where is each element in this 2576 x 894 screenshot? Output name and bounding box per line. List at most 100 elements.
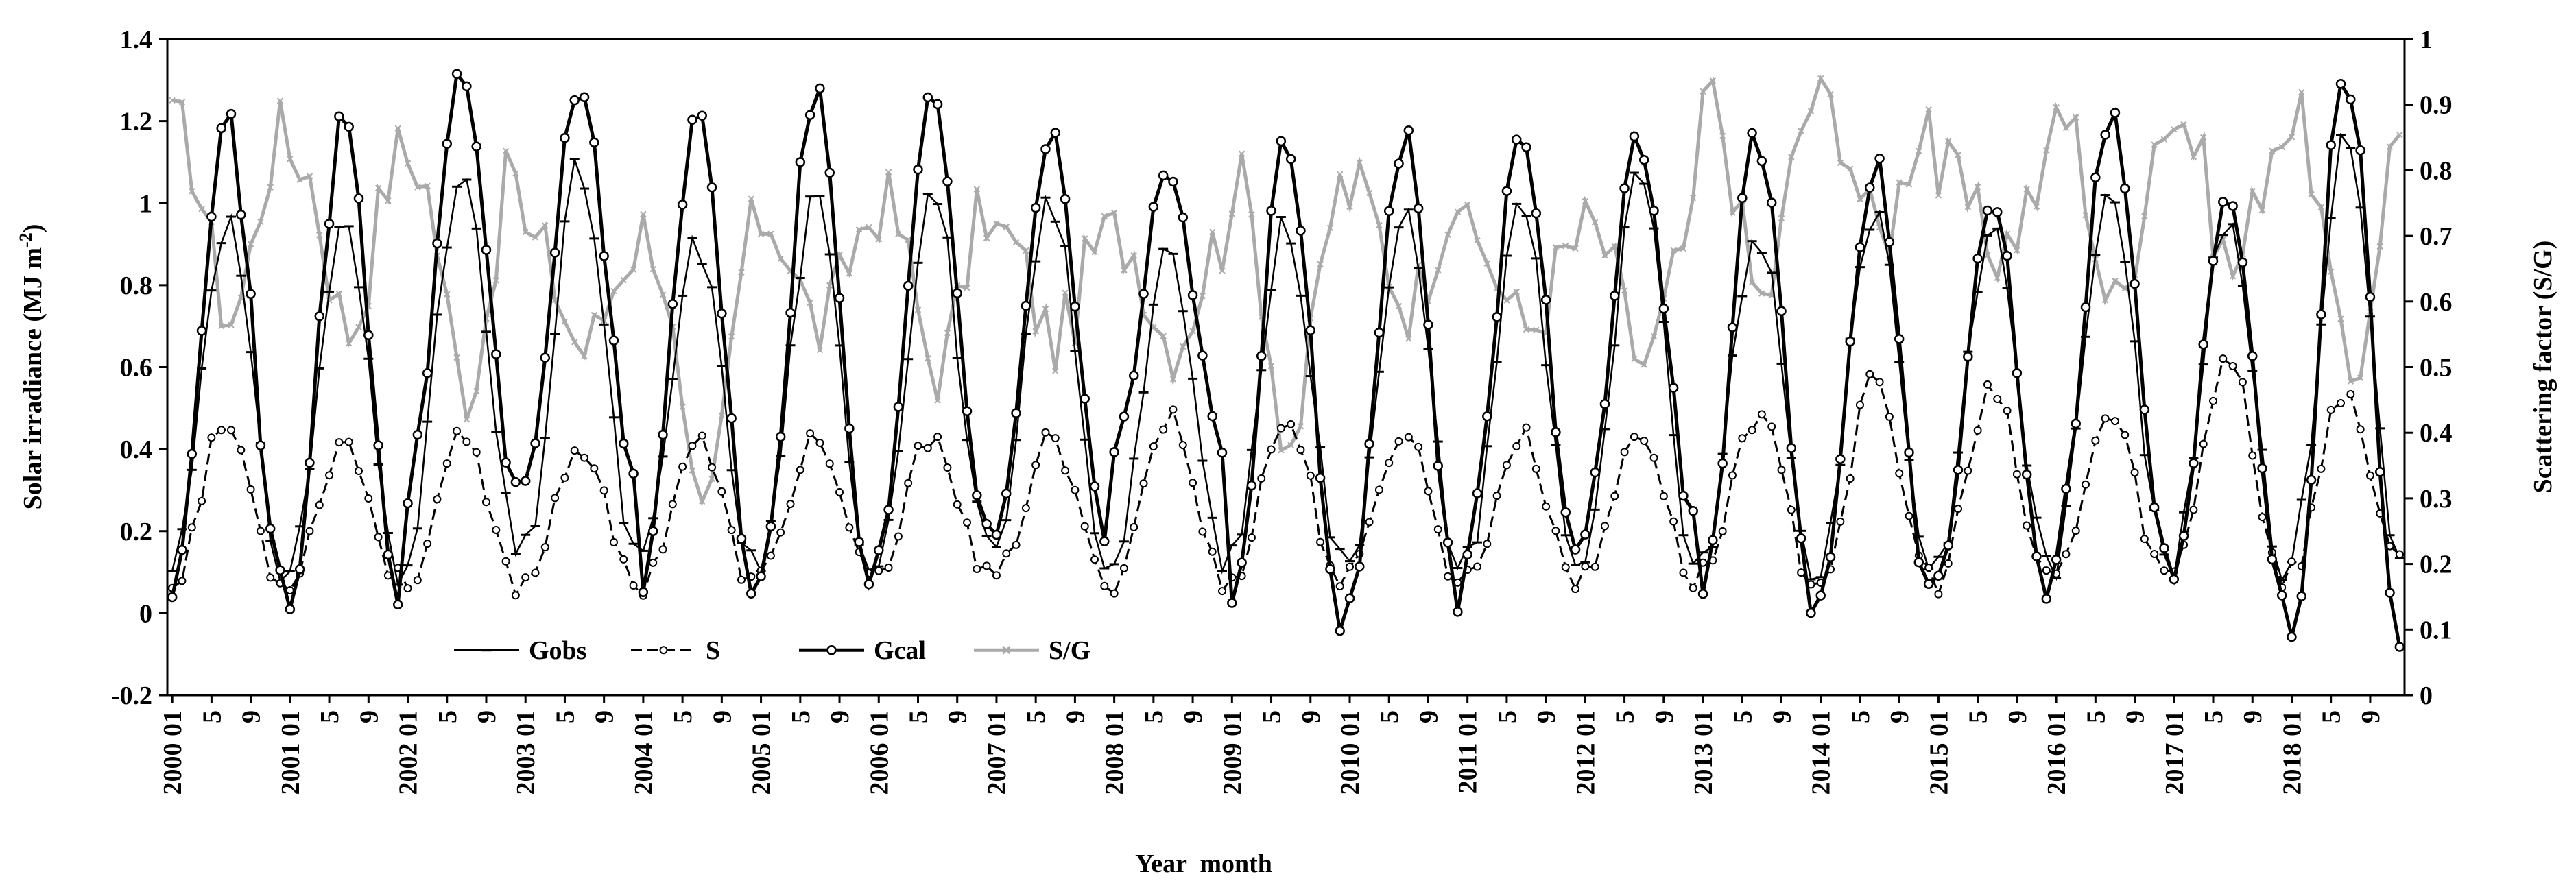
s-point bbox=[1169, 405, 1178, 414]
gcal-point bbox=[647, 526, 658, 536]
sg-point bbox=[1523, 326, 1530, 333]
gcal-point bbox=[579, 92, 590, 103]
legend-label: S/G bbox=[1049, 636, 1090, 665]
gcal-point bbox=[206, 211, 217, 222]
s-point bbox=[256, 527, 265, 535]
sg-point bbox=[1405, 335, 1412, 342]
gcal-point bbox=[530, 438, 540, 448]
sg-point bbox=[748, 195, 754, 202]
sg-point bbox=[944, 329, 951, 337]
gcal-point bbox=[1963, 352, 1973, 362]
gcal-point bbox=[1923, 579, 1934, 589]
sg-point bbox=[2023, 186, 2030, 193]
x-tick-label: 9 bbox=[944, 710, 973, 723]
gcal-point bbox=[2296, 591, 2307, 601]
gcal-point bbox=[1766, 197, 1777, 208]
sg-point bbox=[1110, 209, 1118, 217]
s-point bbox=[2346, 389, 2355, 398]
sg-point bbox=[1287, 442, 1294, 448]
s-point bbox=[717, 487, 726, 496]
s-point bbox=[678, 462, 687, 471]
gcal-point bbox=[1080, 394, 1090, 404]
s-point bbox=[914, 442, 922, 450]
gcal-point bbox=[549, 247, 560, 258]
gcal-point bbox=[1335, 625, 1345, 636]
gcal-point bbox=[608, 335, 619, 346]
gcal-point bbox=[854, 537, 864, 547]
s-point bbox=[2317, 464, 2326, 473]
gcal-point bbox=[687, 114, 697, 125]
sg-point bbox=[512, 169, 519, 177]
s-point bbox=[1797, 568, 1806, 577]
gcal-point bbox=[1178, 212, 1189, 223]
x-tick-label: 2014 01 bbox=[1807, 710, 1836, 795]
x-tick-label: 9 bbox=[1179, 710, 1208, 723]
s-point bbox=[1433, 525, 1442, 534]
gcal-point bbox=[1119, 411, 1130, 422]
sg-point bbox=[1464, 201, 1471, 208]
gcal-point bbox=[422, 368, 433, 378]
s-point bbox=[580, 453, 589, 462]
gcal-point bbox=[599, 251, 609, 261]
gcal-point bbox=[1021, 300, 1031, 311]
gcal-point bbox=[1982, 205, 1993, 216]
gcal-point bbox=[2316, 309, 2326, 319]
gcal-point bbox=[1482, 411, 1492, 422]
gcal-point bbox=[913, 165, 923, 175]
legend-marker bbox=[826, 644, 837, 655]
gcal-point bbox=[1678, 490, 1689, 501]
sg-point bbox=[169, 97, 176, 104]
y-tick-label: -0.2 bbox=[111, 681, 152, 710]
sg-point bbox=[1169, 376, 1177, 383]
s-point bbox=[511, 591, 520, 600]
gcal-point bbox=[844, 423, 855, 434]
x-tick-label: 9 bbox=[2357, 710, 2385, 723]
sg-point bbox=[267, 184, 274, 191]
s-point bbox=[2023, 521, 2031, 530]
sg-point bbox=[1454, 208, 1462, 215]
gcal-point bbox=[2208, 256, 2219, 266]
gcal-point bbox=[2110, 108, 2121, 118]
gcal-point bbox=[383, 549, 394, 560]
sg-point bbox=[610, 287, 617, 295]
gcal-point bbox=[2051, 555, 2062, 565]
s-point bbox=[708, 463, 717, 472]
s-point bbox=[1335, 582, 1344, 591]
s-point bbox=[2287, 557, 2296, 566]
gcal-point bbox=[628, 468, 639, 479]
gcal-point bbox=[1560, 507, 1571, 518]
gcal-point bbox=[795, 157, 806, 167]
s-point bbox=[2248, 451, 2257, 460]
s-point bbox=[1689, 583, 1697, 592]
s-point bbox=[2150, 549, 2159, 558]
gcal-point bbox=[1207, 411, 1217, 422]
gcal-point bbox=[196, 326, 207, 336]
sg-point bbox=[1042, 306, 1049, 313]
gcal-point bbox=[942, 176, 953, 186]
sg-point bbox=[708, 475, 715, 483]
s-point bbox=[1973, 426, 1982, 435]
s-point bbox=[1483, 540, 1492, 548]
gcal-point bbox=[1148, 202, 1159, 212]
s-point bbox=[521, 573, 530, 582]
sg-point bbox=[1758, 290, 1765, 297]
sg-point bbox=[1690, 194, 1697, 202]
sg-point bbox=[1346, 203, 1353, 210]
sg-point bbox=[2298, 88, 2305, 96]
sg-point bbox=[1278, 447, 1285, 454]
gcal-point bbox=[2326, 140, 2336, 150]
gcal-point bbox=[1089, 481, 1100, 492]
sg-point bbox=[2269, 147, 2276, 154]
gcal-point bbox=[1913, 557, 1924, 568]
gcal-point bbox=[265, 523, 276, 534]
gcal-point bbox=[2287, 631, 2297, 642]
x-tick-label: 2009 01 bbox=[1218, 710, 1247, 795]
sg-point bbox=[561, 318, 569, 325]
gcal-point bbox=[804, 110, 815, 120]
sg-point bbox=[2317, 204, 2325, 211]
s-point bbox=[2356, 425, 2365, 434]
s-point bbox=[894, 532, 903, 541]
s-point bbox=[697, 431, 706, 440]
gcal-point bbox=[501, 457, 511, 468]
gcal-point bbox=[187, 448, 198, 459]
